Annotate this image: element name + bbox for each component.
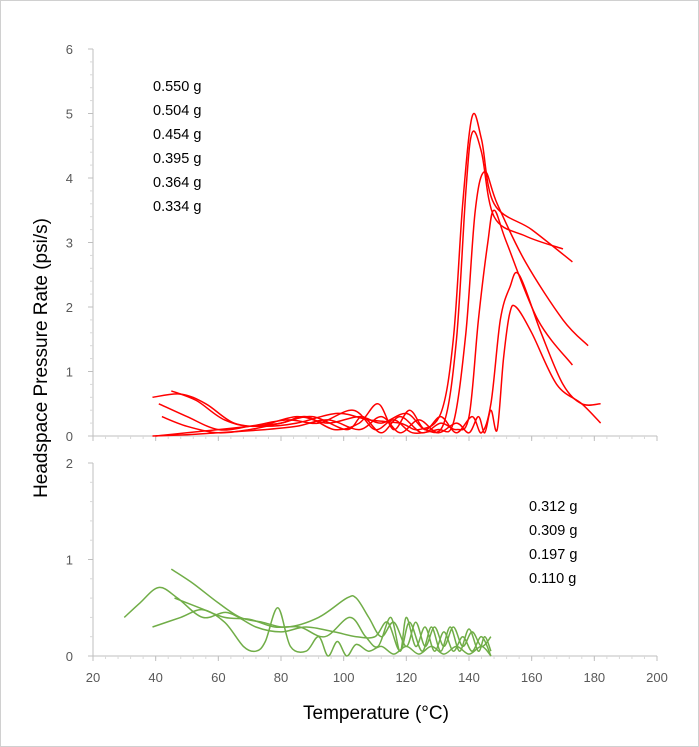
top-series-line-3 <box>158 170 589 434</box>
top-legend-entry: 0.504 g <box>153 103 201 119</box>
bottom-series-line-2 <box>170 568 492 648</box>
top-y-tick-label: 1 <box>66 365 73 380</box>
bottom-series-line-4 <box>152 607 492 657</box>
bottom-y-tick-label: 2 <box>66 456 73 471</box>
x-tick-label: 20 <box>86 670 100 685</box>
x-tick-label: 160 <box>521 670 543 685</box>
bottom-legend-entry: 0.309 g <box>529 523 577 539</box>
top-series-line-5 <box>155 271 601 437</box>
top-legend-entry: 0.364 g <box>153 175 201 191</box>
top-legend-entry: 0.395 g <box>153 151 201 167</box>
top-series-line-1 <box>152 112 573 431</box>
x-tick-label: 40 <box>148 670 162 685</box>
x-tick-label: 80 <box>274 670 288 685</box>
y-axis-title: Headspace Pressure Rate (psi/s) <box>31 218 52 498</box>
top-series-line-4 <box>161 209 573 434</box>
top-legend-entry: 0.454 g <box>153 127 201 143</box>
top-series-line-2 <box>171 130 564 434</box>
top-y-tick-label: 5 <box>66 107 73 122</box>
x-tick-label: 120 <box>395 670 417 685</box>
x-tick-label: 200 <box>646 670 668 685</box>
bottom-series-line-1 <box>123 586 492 652</box>
bottom-legend-entry: 0.312 g <box>529 499 577 515</box>
bottom-legend-entry: 0.197 g <box>529 547 577 563</box>
top-y-tick-label: 2 <box>66 300 73 315</box>
top-legend-entry: 0.550 g <box>153 79 201 95</box>
x-tick-label: 100 <box>333 670 355 685</box>
bottom-series-line-3 <box>174 597 492 657</box>
top-y-tick-label: 6 <box>66 42 73 57</box>
bottom-y-tick-label: 1 <box>66 553 73 568</box>
x-axis-title: Temperature (°C) <box>303 703 449 724</box>
top-series-line-6 <box>152 304 602 437</box>
x-tick-label: 180 <box>583 670 605 685</box>
x-tick-label: 60 <box>211 670 225 685</box>
top-legend-entry: 0.334 g <box>153 199 201 215</box>
bottom-y-tick-label: 0 <box>66 649 73 664</box>
bottom-legend-entry: 0.110 g <box>529 571 576 587</box>
top-y-tick-label: 0 <box>66 429 73 444</box>
x-tick-label: 140 <box>458 670 480 685</box>
top-y-tick-label: 4 <box>66 171 73 186</box>
top-y-tick-label: 3 <box>66 236 73 251</box>
